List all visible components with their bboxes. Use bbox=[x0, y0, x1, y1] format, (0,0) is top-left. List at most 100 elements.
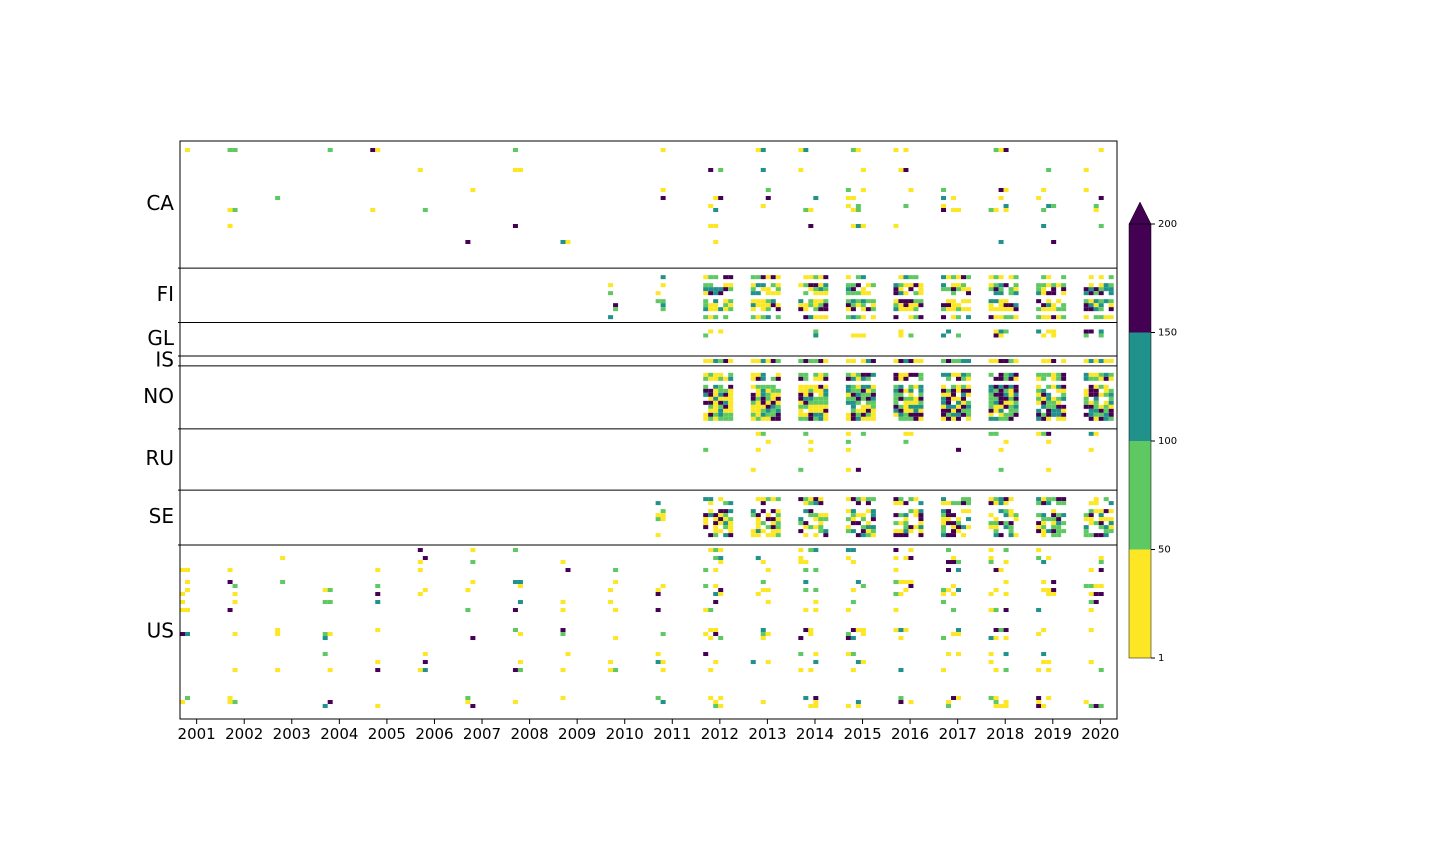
heatmap-cell bbox=[1103, 388, 1109, 393]
heatmap-cell bbox=[1098, 315, 1104, 320]
heatmap-cell bbox=[845, 467, 851, 472]
heatmap-cell bbox=[803, 509, 809, 514]
heatmap-cell bbox=[1036, 307, 1042, 312]
heatmap-cell bbox=[280, 580, 286, 585]
heatmap-cell bbox=[898, 700, 904, 705]
heatmap-cell bbox=[818, 307, 824, 312]
heatmap-cell bbox=[998, 533, 1004, 538]
heatmap-cell bbox=[808, 299, 814, 304]
heatmap-cell bbox=[708, 497, 714, 502]
heatmap-cell bbox=[966, 275, 972, 280]
heatmap-cell bbox=[708, 224, 714, 228]
heatmap-cell bbox=[1088, 392, 1094, 397]
heatmap-cell bbox=[808, 303, 814, 308]
heatmap-cell bbox=[713, 299, 719, 304]
heatmap-cell bbox=[1061, 372, 1067, 377]
heatmap-cell bbox=[703, 291, 709, 296]
heatmap-cell bbox=[946, 388, 952, 393]
heatmap-cell bbox=[1093, 208, 1099, 212]
heatmap-cell bbox=[823, 384, 829, 389]
heatmap-cell bbox=[1003, 501, 1009, 506]
heatmap-cell bbox=[655, 533, 661, 538]
heatmap-cell bbox=[898, 396, 904, 401]
heatmap-cell bbox=[998, 384, 1004, 389]
heatmap-cell bbox=[966, 287, 972, 292]
heatmap-cell bbox=[966, 299, 972, 304]
heatmap-cell bbox=[845, 384, 851, 389]
heatmap-cell bbox=[755, 291, 761, 296]
heatmap-cell bbox=[608, 668, 614, 673]
heatmap-cell bbox=[865, 525, 871, 530]
colorbar-extend-triangle bbox=[1128, 201, 1152, 225]
heatmap-cell bbox=[1093, 299, 1099, 304]
heatmap-cell bbox=[941, 196, 947, 200]
heatmap-cell bbox=[808, 548, 814, 553]
heatmap-cell bbox=[718, 376, 724, 381]
heatmap-cell bbox=[718, 412, 724, 417]
heatmap-cell bbox=[946, 704, 952, 709]
heatmap-cell bbox=[893, 556, 899, 561]
heatmap-cell bbox=[608, 315, 614, 320]
heatmap-cell bbox=[417, 560, 423, 565]
heatmap-cell bbox=[941, 592, 947, 597]
heatmap-cell bbox=[1041, 315, 1047, 320]
heatmap-cell bbox=[850, 303, 856, 308]
heatmap-cell bbox=[813, 652, 819, 657]
heatmap-cell bbox=[1103, 384, 1109, 389]
heatmap-cell bbox=[775, 315, 781, 320]
heatmap-cell bbox=[655, 291, 661, 296]
heatmap-cell bbox=[660, 275, 666, 280]
heatmap-cell bbox=[803, 525, 809, 530]
heatmap-cell bbox=[760, 392, 766, 397]
heatmap-cell bbox=[1036, 501, 1042, 506]
heatmap-cell bbox=[1013, 372, 1019, 377]
heatmap-cell bbox=[860, 287, 866, 292]
heatmap-cell bbox=[993, 501, 999, 506]
heatmap-cell bbox=[903, 359, 909, 364]
heatmap-cell bbox=[375, 600, 381, 605]
heatmap-cell bbox=[770, 303, 776, 308]
heatmap-cell bbox=[860, 168, 866, 172]
heatmap-cell bbox=[775, 307, 781, 312]
heatmap-cell bbox=[1083, 359, 1089, 364]
heatmap-cell bbox=[845, 299, 851, 304]
heatmap-cell bbox=[860, 392, 866, 397]
heatmap-cell bbox=[993, 315, 999, 320]
heatmap-cell bbox=[941, 303, 947, 308]
x-tick-label: 2010 bbox=[606, 725, 644, 743]
heatmap-cell bbox=[903, 283, 909, 288]
heatmap-cell bbox=[988, 497, 994, 502]
heatmap-cell bbox=[1088, 447, 1094, 452]
heatmap-cell bbox=[798, 388, 804, 393]
heatmap-cell bbox=[1051, 372, 1057, 377]
heatmap-cell bbox=[1061, 529, 1067, 534]
heatmap-cell bbox=[956, 283, 962, 288]
heatmap-cell bbox=[1088, 408, 1094, 413]
heatmap-cell bbox=[946, 359, 952, 364]
heatmap-cell bbox=[798, 303, 804, 308]
heatmap-cell bbox=[845, 196, 851, 200]
heatmap-cell bbox=[855, 275, 861, 280]
heatmap-cell bbox=[1093, 376, 1099, 381]
heatmap-cell bbox=[845, 416, 851, 421]
heatmap-cell bbox=[1103, 525, 1109, 530]
heatmap-cell bbox=[465, 608, 471, 613]
heatmap-cell bbox=[870, 509, 876, 514]
heatmap-cell bbox=[860, 533, 866, 538]
heatmap-cell bbox=[708, 287, 714, 292]
heatmap-cell bbox=[903, 168, 909, 172]
heatmap-cell bbox=[1093, 416, 1099, 421]
heatmap-cell bbox=[813, 696, 819, 701]
heatmap-cell bbox=[1036, 696, 1042, 701]
heatmap-cell bbox=[818, 388, 824, 393]
heatmap-cell bbox=[755, 148, 761, 152]
heatmap-cell bbox=[850, 299, 856, 304]
heatmap-cell bbox=[808, 224, 814, 228]
heatmap-cell bbox=[713, 632, 719, 637]
heatmap-cell bbox=[860, 372, 866, 377]
heatmap-cell bbox=[703, 372, 709, 377]
heatmap-cell bbox=[1088, 412, 1094, 417]
x-tick-label: 2016 bbox=[891, 725, 929, 743]
country-label-fi: FI bbox=[157, 282, 174, 306]
heatmap-cell bbox=[1056, 400, 1062, 405]
